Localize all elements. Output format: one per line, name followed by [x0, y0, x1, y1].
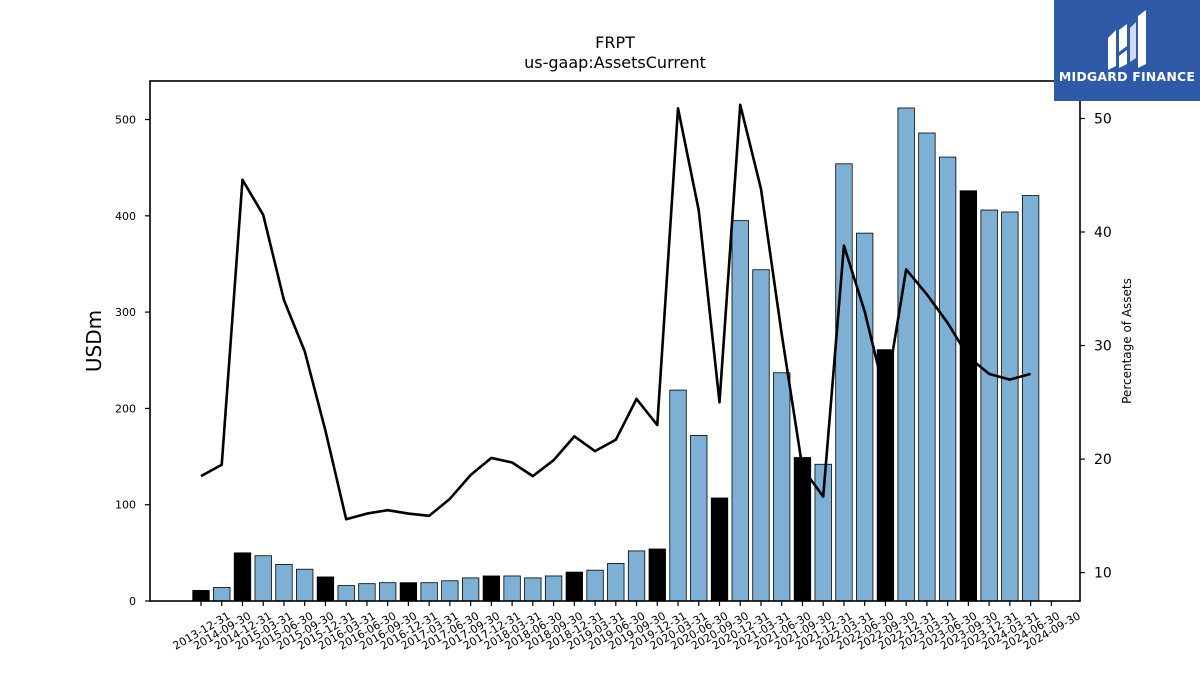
y-tick-label: 400: [115, 210, 136, 223]
bar: [773, 372, 791, 602]
bar: [296, 568, 314, 602]
x-ticks: 2013-12-312014-09-302014-12-312015-03-31…: [171, 601, 1083, 653]
bar: [399, 582, 418, 602]
y-ticks: 0 100 200 300 400 500: [115, 114, 150, 608]
y2-ticks: 10 20 30 40 50: [1080, 111, 1112, 582]
bar: [856, 232, 874, 602]
bar: [482, 575, 501, 602]
bar: [690, 434, 708, 602]
chart-subtitle: us-gaap:AssetsCurrent: [524, 53, 706, 72]
y2-tick-label: 10: [1094, 566, 1112, 582]
bar: [876, 349, 895, 602]
bar: [358, 583, 376, 602]
bar: [379, 582, 397, 602]
bar: [731, 220, 749, 602]
midgard-logo-icon: [1108, 10, 1146, 70]
bar: [669, 389, 687, 602]
bar: [1021, 195, 1040, 602]
y-axis-label: USDm: [82, 310, 106, 372]
y2-tick-label: 20: [1094, 452, 1112, 468]
bar: [544, 575, 563, 602]
y-tick-label: 100: [115, 499, 136, 512]
bar: [461, 577, 480, 602]
bar: [565, 571, 583, 602]
bar: [337, 585, 355, 602]
logo-text: MIDGARD FINANCE: [1058, 69, 1196, 84]
bar: [192, 590, 210, 602]
bar: [980, 209, 998, 602]
bar: [524, 577, 542, 602]
bar: [627, 550, 646, 602]
y2-axis-label: Percentage of Assets: [1120, 278, 1134, 404]
bar: [648, 548, 666, 602]
y2-tick-label: 30: [1094, 339, 1112, 355]
bar: [316, 576, 335, 602]
bar: [793, 457, 812, 602]
bar: [586, 569, 604, 602]
bar: [959, 190, 978, 602]
y-tick-label: 200: [115, 402, 136, 415]
bar-series: [192, 107, 1040, 602]
chart-title: FRPT: [595, 33, 635, 52]
bar: [275, 564, 293, 602]
bar: [1001, 211, 1019, 602]
bar: [918, 132, 936, 602]
axes: [149, 80, 1081, 602]
y2-tick-label: 50: [1094, 111, 1112, 127]
y-tick-label: 300: [115, 306, 136, 319]
y-tick-label: 500: [115, 114, 136, 127]
bar: [441, 580, 459, 602]
bar: [835, 163, 853, 602]
bar: [607, 563, 625, 602]
bar: [503, 575, 521, 602]
bar: [420, 582, 438, 602]
bar: [254, 555, 272, 602]
line-series: [200, 103, 1031, 521]
y2-tick-label: 40: [1094, 225, 1112, 241]
bar: [897, 107, 915, 602]
bar: [213, 587, 231, 602]
bar: [752, 269, 770, 602]
y-tick-label: 0: [129, 595, 136, 608]
bar: [938, 156, 957, 602]
midgard-finance-logo: MIDGARD FINANCE: [1054, 0, 1200, 101]
percentage-line: [200, 103, 1031, 521]
bar: [233, 552, 252, 602]
plot-frame: [149, 80, 1081, 602]
bar: [710, 497, 729, 602]
